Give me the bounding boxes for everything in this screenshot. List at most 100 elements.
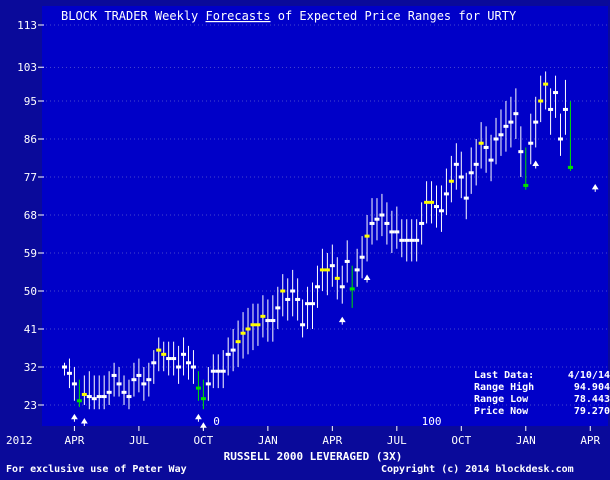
year-label: 2012 (6, 434, 33, 447)
y-tick-label: 41 (24, 323, 37, 336)
arrow-marker (80, 418, 88, 426)
price-mark (508, 120, 514, 124)
price-mark (528, 141, 534, 145)
range-low-value: 78.443 (573, 394, 610, 405)
x-tick-label: APR (580, 434, 600, 447)
summary-range-high: Range High 94.904 (474, 382, 610, 394)
price-mark (250, 323, 256, 327)
price-mark (220, 369, 226, 373)
y-tick-label: 32 (24, 361, 37, 374)
price-mark (265, 319, 271, 323)
price-mark (334, 276, 340, 280)
price-mark (171, 357, 177, 361)
price-mark (488, 158, 494, 162)
price-mark (424, 200, 430, 204)
price-mark (523, 183, 529, 187)
y-tick-label: 113 (17, 19, 37, 32)
arrow-marker (195, 413, 202, 422)
price-mark (116, 382, 122, 386)
price-mark (260, 314, 266, 318)
price-mark (493, 137, 499, 141)
price-mark (394, 230, 400, 234)
price-mark (567, 165, 573, 169)
price-mark (141, 382, 147, 386)
price-mark (225, 352, 231, 356)
x-axis-title: RUSSELL 2000 LEVERAGED (3X) (224, 450, 403, 463)
price-mark (354, 268, 360, 272)
price-mark (245, 327, 251, 331)
price-mark (205, 382, 211, 386)
price-mark (473, 162, 479, 166)
x-tick-label: APR (322, 434, 342, 447)
y-tick-label: 95 (24, 95, 37, 108)
price-mark (280, 289, 286, 293)
arrow-marker (199, 422, 207, 431)
summary-last-data: Last Data: 4/10/14 (474, 370, 610, 382)
price-mark (230, 348, 236, 352)
price-mark (290, 289, 296, 293)
price-mark (66, 371, 72, 375)
arrow-marker (591, 183, 599, 192)
x-tick-label: APR (64, 434, 84, 447)
price-mark (453, 162, 459, 166)
chart-title: BLOCK TRADER Weekly Forecasts of Expecte… (61, 9, 517, 23)
price-mark (195, 386, 201, 390)
x-annotation: 0 (213, 415, 220, 428)
price-mark (538, 99, 544, 103)
x-axis-ticks: APR JUL OCT JAN APR JUL OCT JAN APR 2012 0 100 (6, 415, 601, 447)
price-mark (438, 209, 444, 213)
x-annotation: 100 (422, 415, 442, 428)
price-mark (96, 395, 102, 399)
last-data-value: 4/10/14 (567, 370, 610, 381)
price-mark (374, 217, 380, 221)
y-tick-label: 50 (24, 285, 37, 298)
price-mark (62, 365, 67, 369)
footer-right: Copyright (c) 2014 blockdesk.com (381, 464, 574, 475)
price-mark (76, 399, 82, 403)
price-mark (369, 221, 375, 225)
price-mark (389, 230, 395, 234)
y-tick-label: 77 (24, 171, 37, 184)
x-tick-label: OCT (193, 434, 213, 447)
price-mark (146, 378, 152, 382)
x-tick-label: JAN (516, 434, 536, 447)
x-tick-label: JUL (387, 434, 407, 447)
price-mark (329, 264, 335, 268)
chart-title-link[interactable]: Forecasts (206, 9, 271, 23)
price-mark (463, 196, 469, 200)
price-mark (310, 302, 315, 306)
price-mark (136, 373, 142, 377)
price-mark (458, 175, 464, 179)
price-mark (399, 238, 405, 242)
price-mark (200, 397, 206, 401)
price-mark (468, 171, 474, 175)
price-mark (314, 285, 320, 289)
price-mark (518, 150, 524, 154)
price-mark (409, 238, 415, 242)
price-mark (151, 361, 157, 365)
price-mark (176, 365, 182, 369)
price-mark (86, 395, 92, 399)
price-mark (498, 133, 504, 137)
y-tick-label: 59 (24, 247, 37, 260)
price-mark (448, 179, 454, 183)
range-high-value: 94.904 (573, 382, 610, 393)
price-mark (503, 124, 509, 128)
price-mark (106, 390, 112, 394)
summary-price-now: Price Now 79.270 (474, 406, 610, 418)
price-mark (161, 352, 167, 356)
price-mark (319, 268, 325, 272)
price-now-value: 79.270 (573, 406, 610, 417)
y-tick-label: 86 (24, 133, 37, 146)
price-mark (71, 382, 77, 386)
price-mark (558, 137, 563, 141)
price-mark (543, 82, 549, 86)
price-mark (364, 234, 370, 238)
price-mark (478, 141, 484, 145)
price-mark (255, 323, 261, 327)
signal-arrows (71, 160, 599, 431)
plot-area (42, 6, 608, 426)
price-mark (513, 112, 519, 116)
price-mark (91, 397, 97, 401)
price-mark (166, 357, 172, 361)
